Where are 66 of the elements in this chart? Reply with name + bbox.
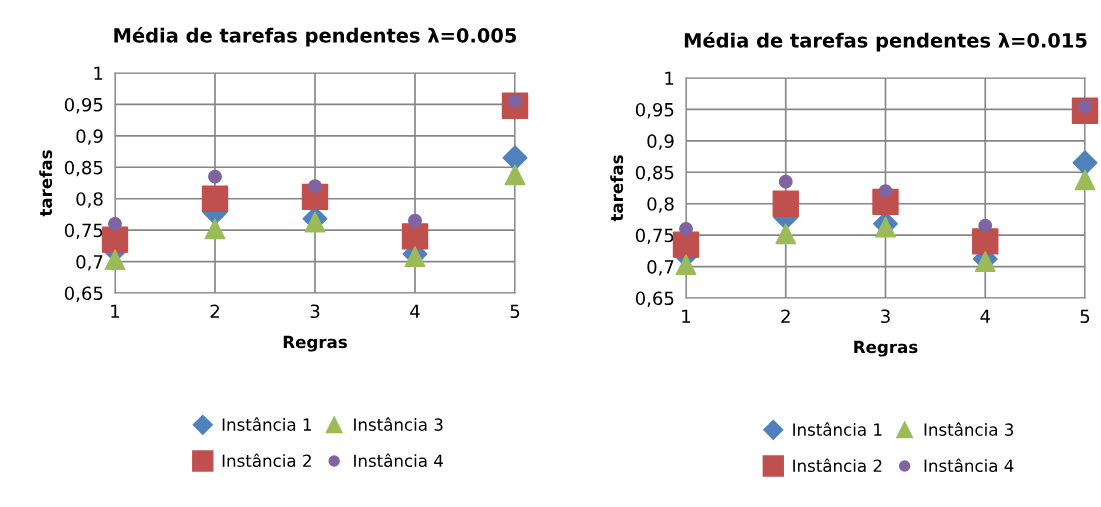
x-tick-label: 2 — [781, 309, 790, 323]
legend-label: Instância 3 — [924, 422, 1014, 436]
x-tick-label: 1 — [682, 309, 691, 323]
x-tick-label: 4 — [410, 304, 420, 318]
legend-label: Instância 4 — [924, 458, 1014, 473]
point — [104, 249, 126, 271]
point — [679, 221, 693, 236]
y-tick-label: 0,95 — [64, 97, 103, 114]
point — [1072, 150, 1098, 176]
y-tick-label: 0,75 — [635, 228, 674, 245]
point — [772, 190, 799, 217]
point — [502, 145, 528, 171]
point — [101, 226, 129, 253]
point — [974, 251, 996, 272]
y-tick-label: 0,7 — [76, 255, 103, 271]
x-tick-label: 1 — [111, 304, 120, 318]
y-tick-label: 0,65 — [635, 291, 674, 307]
y-axis-title: tarefas — [39, 150, 53, 217]
point — [504, 164, 526, 186]
point — [878, 184, 893, 199]
legend-label: Instância 1 — [793, 422, 882, 436]
y-tick-label: 0,8 — [76, 192, 103, 208]
legend-label: Instância 3 — [354, 417, 443, 431]
y-tick-label: 0,8 — [647, 197, 674, 213]
point — [401, 223, 429, 250]
y-tick-label: 0,75 — [64, 223, 103, 240]
y-axis-title: tarefas — [610, 155, 624, 222]
point — [208, 169, 222, 184]
point — [675, 254, 697, 276]
legend-label: Instância 4 — [354, 453, 443, 468]
x-tick-label: 5 — [1080, 309, 1090, 324]
y-tick-label: 0,7 — [647, 260, 674, 276]
y-tick-label: 0,85 — [635, 165, 674, 182]
point — [1074, 169, 1096, 191]
y-tick-label: 0,85 — [64, 160, 103, 177]
point — [978, 218, 993, 233]
x-tick-label: 5 — [510, 304, 520, 319]
y-tick-label: 0,65 — [64, 286, 103, 302]
point — [408, 213, 422, 228]
x-tick-label: 3 — [881, 309, 890, 324]
x-axis-title: Regras — [283, 335, 347, 352]
point — [775, 223, 797, 245]
point — [672, 231, 700, 258]
y-tick-label: 0,95 — [635, 102, 674, 119]
point — [875, 216, 896, 238]
legend-label: Instância 1 — [222, 417, 311, 431]
x-tick-label: 2 — [210, 304, 219, 318]
point — [404, 246, 426, 267]
point — [304, 211, 326, 233]
legend-label: Instância 2 — [222, 453, 311, 468]
point — [972, 228, 999, 255]
x-tick-label: 4 — [980, 309, 990, 323]
point — [308, 179, 322, 194]
x-tick-label: 3 — [310, 304, 320, 319]
point — [201, 185, 229, 212]
point — [204, 218, 226, 240]
y-tick-label: 1 — [665, 71, 674, 85]
chart-title: Média de tarefas pendentes λ=0.015 — [684, 31, 1087, 52]
chart-title: Média de tarefas pendentes λ=0.005 — [114, 26, 517, 47]
y-tick-label: 1 — [94, 66, 103, 80]
point — [778, 174, 793, 189]
y-tick-label: 0,9 — [647, 134, 674, 150]
point — [108, 216, 122, 231]
y-tick-label: 0,9 — [76, 129, 103, 145]
legend-label: Instância 2 — [793, 458, 882, 473]
x-axis-title: Regras — [854, 340, 918, 357]
